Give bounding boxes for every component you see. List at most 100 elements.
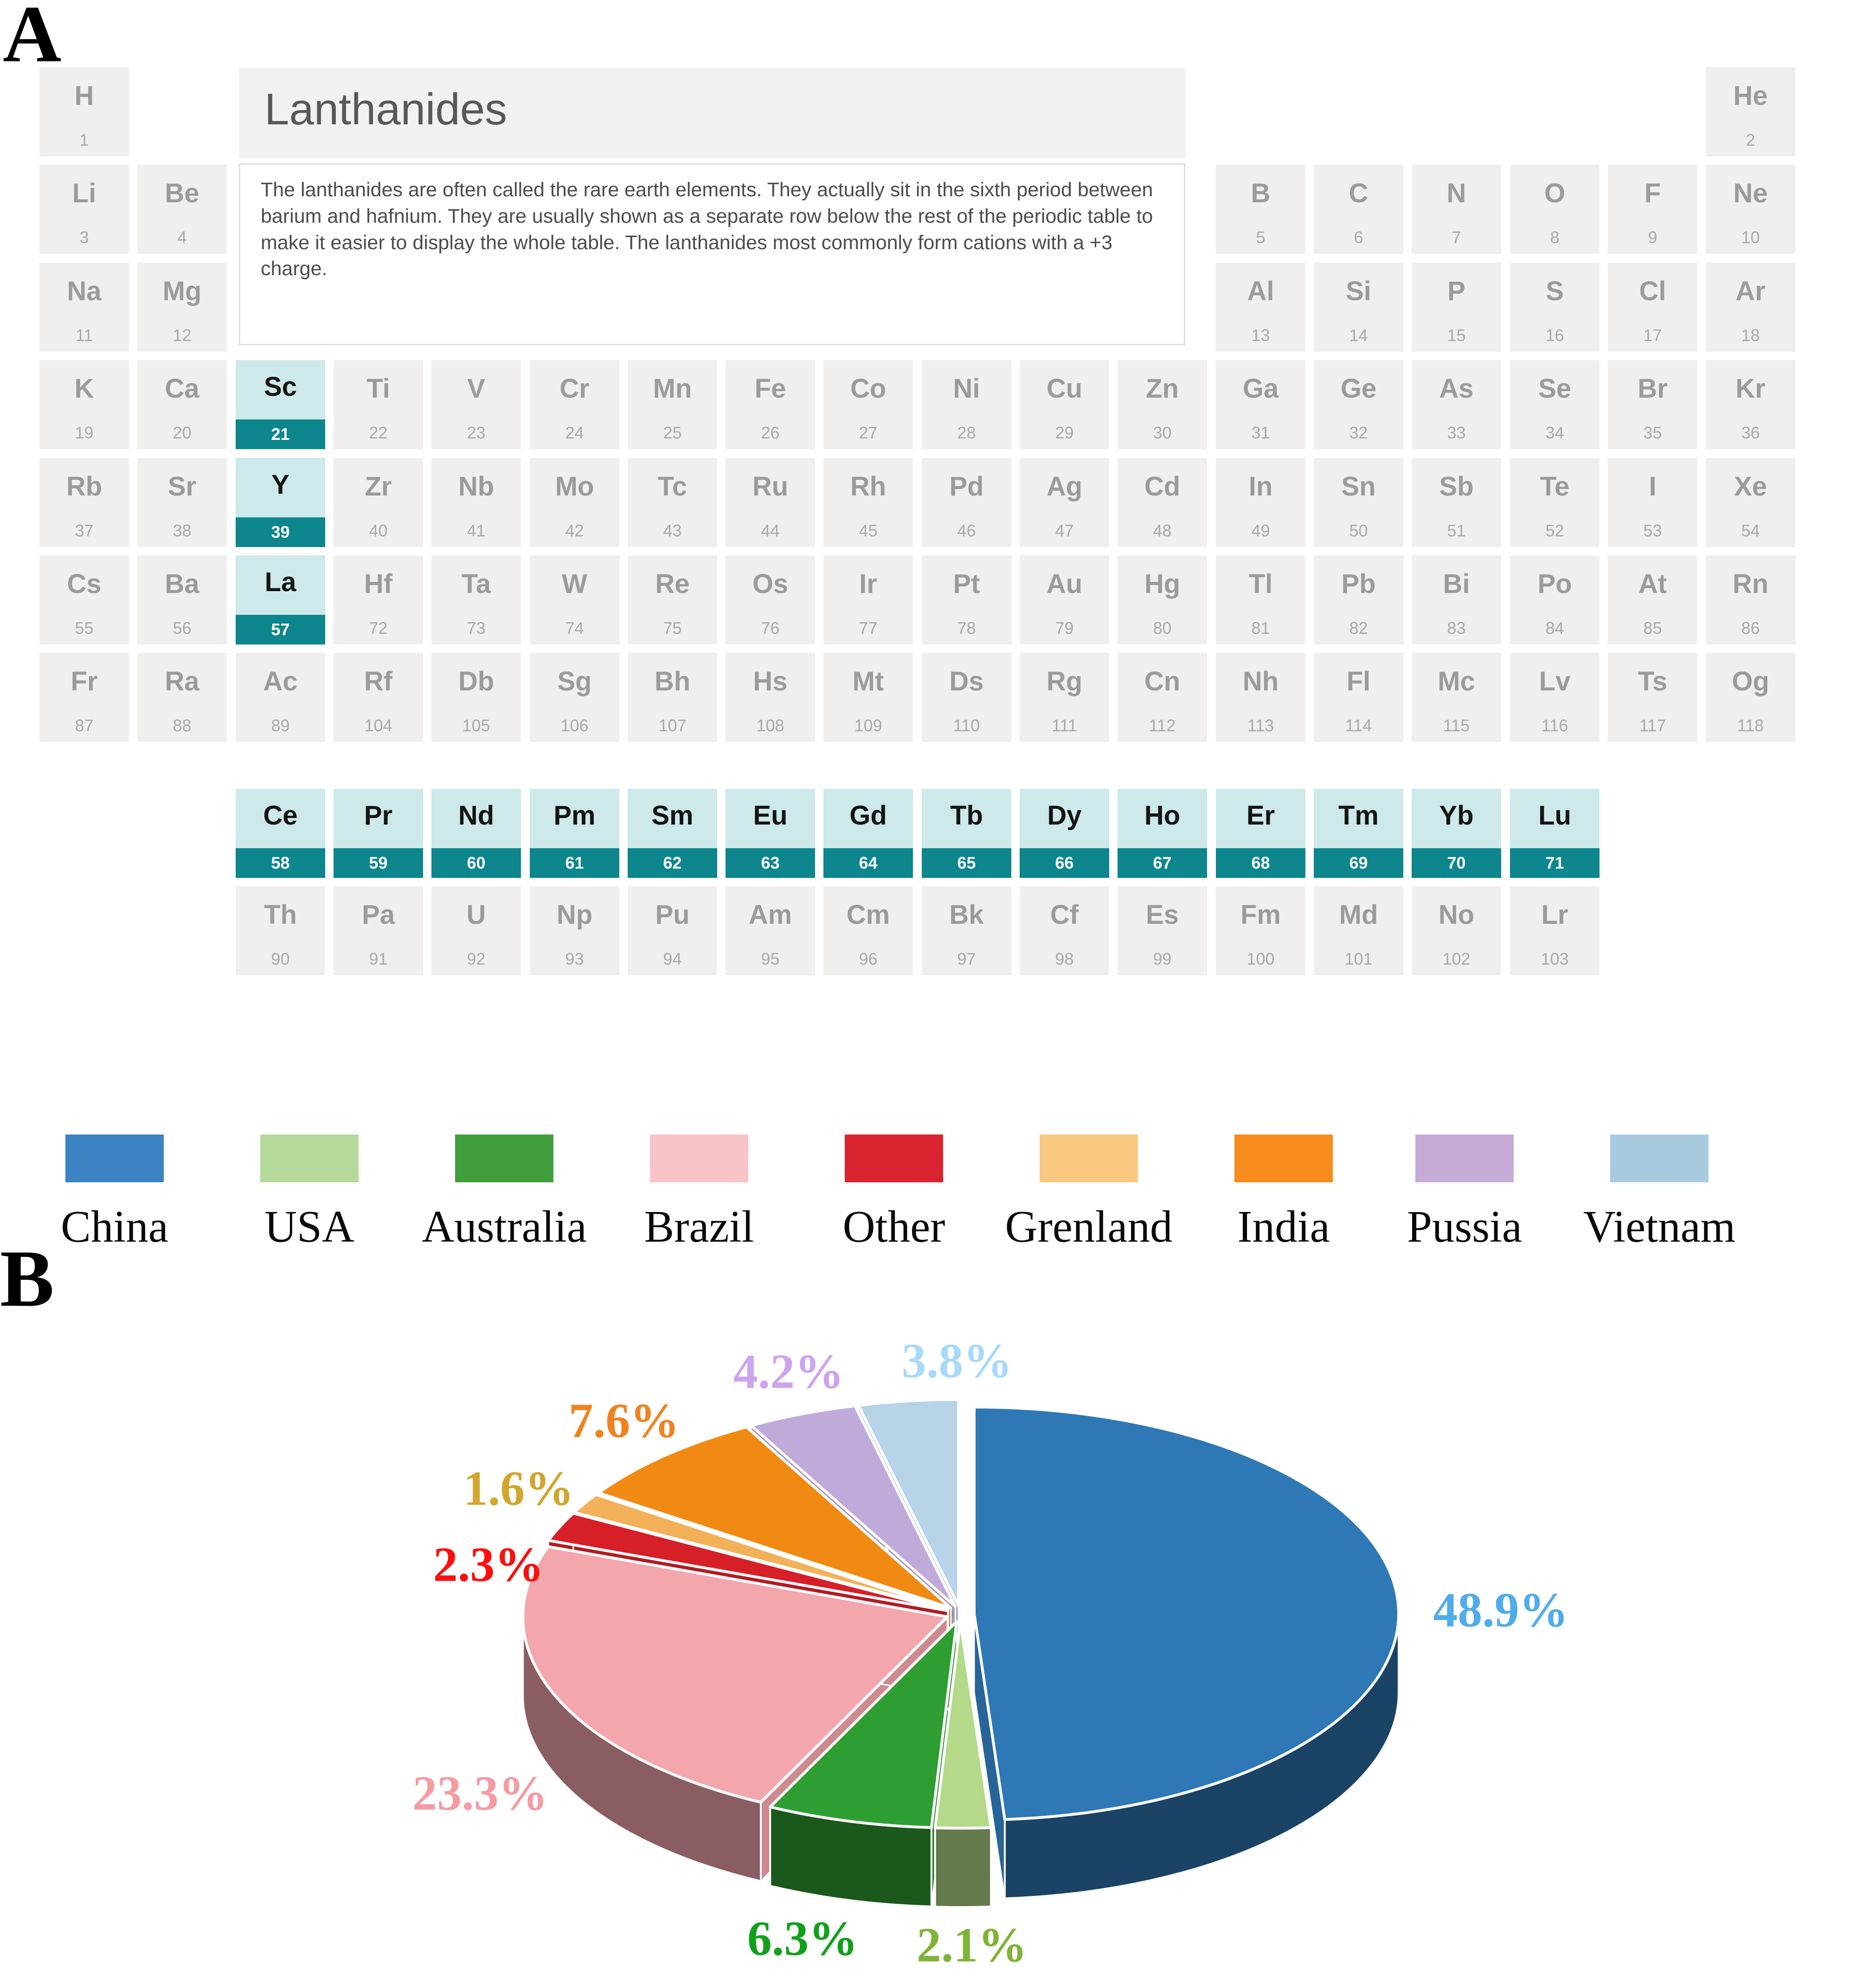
element-symbol: Lv — [1539, 666, 1571, 696]
element-number: 11 — [75, 326, 93, 345]
pie-slice-pussia — [749, 1404, 957, 1608]
element-cell-Pd: Pd 46 — [922, 458, 1011, 547]
element-number: 35 — [1643, 423, 1662, 442]
element-symbol: Ni — [953, 374, 980, 404]
element-symbol: In — [1248, 471, 1273, 502]
legend-label-grenland: Grenland — [1005, 1202, 1173, 1251]
element-symbol: Er — [1246, 800, 1275, 831]
element-symbol: Np — [556, 900, 593, 930]
element-cell-Eu: Eu 63 — [726, 789, 815, 878]
element-number: 118 — [1737, 716, 1764, 735]
element-number-band — [726, 848, 815, 878]
element-number: 104 — [364, 716, 392, 735]
element-cell-In: In 49 — [1216, 458, 1305, 547]
element-number-band — [530, 848, 619, 878]
element-cell-Ca: Ca 20 — [137, 360, 227, 449]
element-cell-P: P 15 — [1412, 263, 1501, 352]
element-cell-Cd: Cd 48 — [1118, 458, 1207, 547]
element-number: 114 — [1345, 716, 1372, 735]
element-symbol: W — [562, 569, 587, 599]
pie-label-other: 2.3% — [433, 1537, 544, 1592]
element-symbol: Mt — [852, 666, 884, 696]
element-cell-Te: Te 52 — [1510, 458, 1600, 547]
element-symbol: Sn — [1341, 471, 1376, 502]
element-number: 91 — [369, 949, 388, 968]
element-number: 41 — [467, 521, 486, 540]
element-cell-Os: Os 76 — [726, 555, 815, 645]
element-cell-Ba: Ba 56 — [137, 555, 227, 645]
element-number: 18 — [1741, 326, 1760, 345]
element-number: 29 — [1055, 423, 1074, 442]
element-cell-Pm: Pm 61 — [530, 789, 619, 878]
pie-label-grenland: 1.6% — [463, 1461, 574, 1515]
element-number: 85 — [1643, 619, 1662, 638]
element-cell-I: I 53 — [1608, 458, 1697, 547]
element-symbol: Lu — [1538, 800, 1571, 831]
element-symbol: As — [1439, 374, 1474, 404]
element-number: 115 — [1443, 716, 1470, 735]
element-number: 47 — [1055, 521, 1074, 540]
element-cell-Mn: Mn 25 — [628, 360, 717, 449]
element-number: 68 — [1251, 853, 1270, 872]
element-cell-Lr: Lr 103 — [1510, 886, 1600, 975]
element-cell-Cr: Cr 24 — [530, 360, 619, 449]
element-number: 86 — [1741, 619, 1760, 638]
element-symbol: Ru — [752, 471, 789, 502]
element-cell-Y: Y 39 — [236, 458, 325, 547]
element-symbol: Zn — [1146, 374, 1179, 404]
legend-swatch-usa — [260, 1135, 359, 1182]
element-cell-La: La 57 — [236, 555, 325, 645]
legend-label-brazil: Brazil — [644, 1202, 754, 1251]
element-number: 14 — [1349, 326, 1368, 345]
element-cell-Ge: Ge 32 — [1314, 360, 1403, 449]
element-cell-Lu: Lu 71 — [1510, 789, 1600, 878]
element-symbol: Cs — [67, 569, 102, 599]
element-number: 44 — [761, 521, 780, 540]
element-number: 19 — [75, 423, 94, 442]
element-symbol: Ra — [165, 666, 199, 696]
element-cell-Er: Er 68 — [1216, 789, 1305, 878]
element-number: 31 — [1251, 423, 1270, 442]
element-symbol: Hf — [364, 569, 393, 599]
element-number-band — [1510, 848, 1600, 878]
element-number: 90 — [271, 949, 290, 968]
element-cell-Sg: Sg 106 — [530, 653, 619, 742]
pie-label-china: 48.9% — [1433, 1583, 1568, 1637]
element-number: 25 — [663, 423, 682, 442]
element-cell-Xe: Xe 54 — [1706, 458, 1795, 547]
element-cell-Rh: Rh 45 — [823, 458, 913, 547]
element-symbol: Mn — [653, 374, 692, 404]
element-symbol: Kr — [1735, 374, 1766, 404]
element-cell-Re: Re 75 — [628, 555, 717, 645]
panel-a-label: A — [3, 0, 62, 79]
element-symbol: Hs — [753, 666, 788, 696]
element-cell-Ho: Ho 67 — [1118, 789, 1207, 878]
element-number-band — [236, 848, 325, 878]
element-symbol: Be — [165, 178, 199, 208]
element-cell-Sr: Sr 38 — [137, 458, 227, 547]
element-symbol: Zr — [365, 471, 392, 502]
pie-slice-vietnam — [857, 1398, 960, 1608]
element-cell-Ds: Ds 110 — [922, 653, 1011, 742]
element-cell-Fr: Fr 87 — [39, 653, 129, 742]
element-symbol: Eu — [753, 800, 788, 831]
element-number: 38 — [173, 521, 192, 540]
element-number: 101 — [1344, 949, 1373, 968]
element-number: 67 — [1153, 853, 1172, 872]
element-cell-Sm: Sm 62 — [628, 789, 717, 878]
element-cell-Ag: Ag 47 — [1020, 458, 1109, 547]
element-cell-Ta: Ta 73 — [431, 555, 521, 645]
element-cell-Cu: Cu 29 — [1020, 360, 1109, 449]
element-cell-Ts: Ts 117 — [1608, 653, 1697, 742]
element-number: 110 — [953, 716, 980, 735]
element-symbol: Fr — [71, 666, 98, 696]
pie-label-india: 7.6% — [568, 1393, 680, 1448]
element-symbol: Cu — [1046, 374, 1083, 404]
element-cell-Al: Al 13 — [1216, 263, 1305, 352]
element-number: 98 — [1055, 949, 1074, 968]
element-cell-Ga: Ga 31 — [1216, 360, 1305, 449]
element-symbol: F — [1644, 178, 1661, 208]
element-symbol: Ba — [165, 569, 199, 599]
element-number: 1 — [79, 130, 89, 149]
